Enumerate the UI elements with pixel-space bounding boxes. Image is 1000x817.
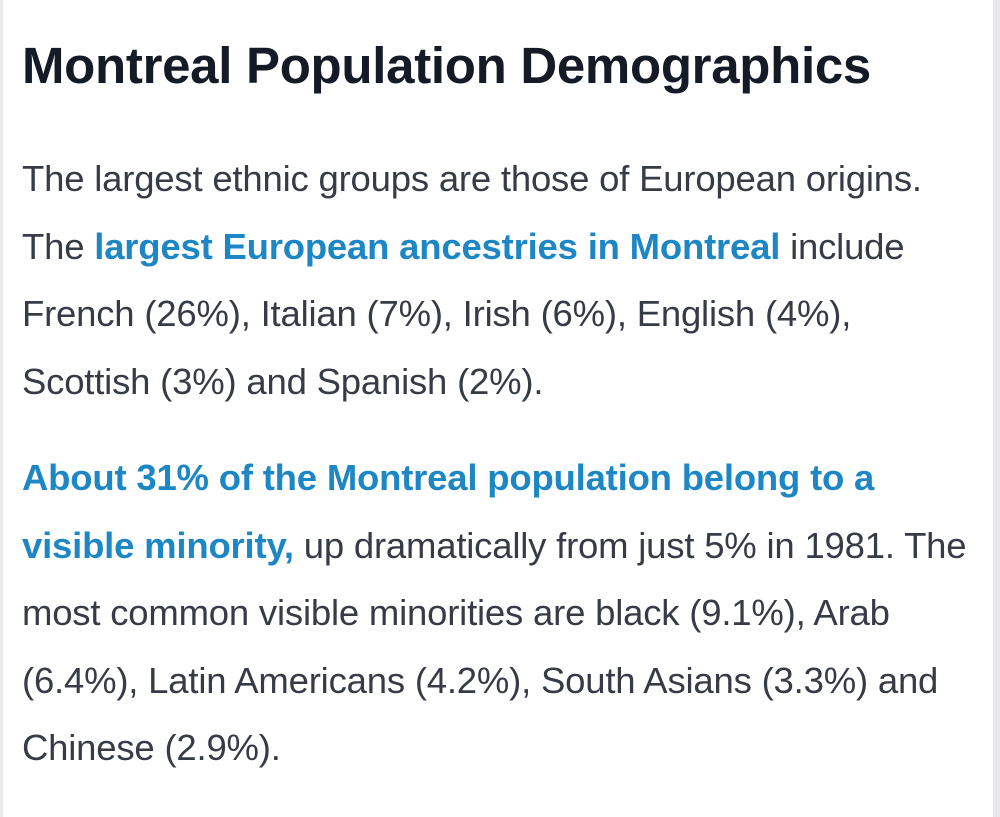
paragraph-text: The largest ethnic groups are those of E… bbox=[22, 158, 922, 267]
left-border bbox=[0, 0, 3, 817]
paragraph-visible-minorities: About 31% of the Montreal population bel… bbox=[22, 444, 972, 782]
european-ancestries-link[interactable]: largest European ancestries in Montreal bbox=[94, 225, 781, 267]
paragraph-text: include French (26%), Italian (7%), Iris… bbox=[22, 225, 905, 402]
paragraph-european-ancestries: The largest ethnic groups are those of E… bbox=[22, 145, 972, 415]
paragraph-text: up dramatically from just 5% in 1981. Th… bbox=[22, 524, 967, 769]
page-title: Montreal Population Demographics bbox=[22, 37, 871, 94]
right-border bbox=[993, 0, 1000, 817]
visible-minority-link[interactable]: About 31% of the Montreal population bel… bbox=[22, 457, 875, 566]
